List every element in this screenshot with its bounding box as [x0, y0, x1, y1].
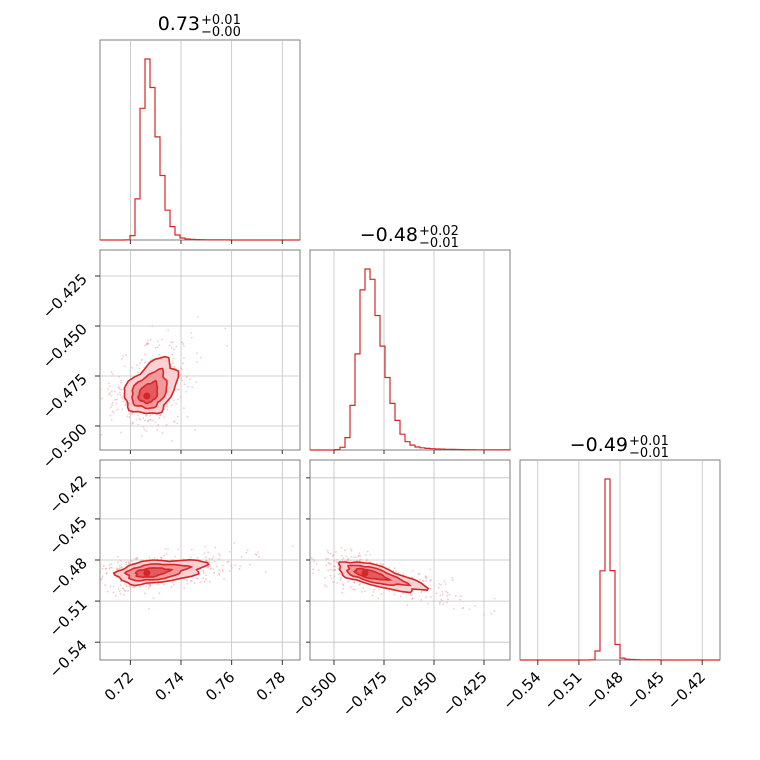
- x-tick-label: 0.76: [202, 668, 238, 704]
- x-tick-label: −0.48: [582, 668, 627, 713]
- panel-frame-r1c1: [309, 249, 511, 451]
- x-tick-label: −0.42: [664, 668, 709, 713]
- y-tick-label: −0.500: [39, 420, 91, 472]
- title-param-1-plus: +0.01: [201, 13, 241, 28]
- title-param-2: −0.48: [360, 224, 418, 246]
- histogram-p1: [100, 58, 300, 241]
- contour-peak: [143, 392, 151, 400]
- title-param-2-plus: +0.02: [419, 224, 459, 239]
- joint-p2-p3: [310, 547, 496, 616]
- title-param-1-minus: −0.00: [201, 25, 241, 40]
- joint-p1-p3: [100, 542, 294, 610]
- y-tick-label: −0.51: [46, 595, 91, 640]
- y-tick-label: −0.450: [39, 320, 91, 372]
- y-tick-label: −0.48: [46, 554, 91, 599]
- x-tick-label: −0.475: [339, 668, 391, 720]
- histogram-p2: [310, 268, 511, 451]
- x-tick-label: −0.45: [623, 668, 668, 713]
- x-tick-label: 0.72: [101, 668, 137, 704]
- contour-peak: [361, 569, 369, 577]
- x-tick-label: 0.74: [151, 668, 187, 704]
- panel-frame-r1c0: [99, 249, 301, 451]
- contour-peak: [143, 569, 151, 577]
- title-param-3-plus: +0.01: [629, 434, 669, 449]
- title-param-3: −0.49: [570, 434, 628, 456]
- y-tick-label: −0.54: [46, 636, 91, 681]
- x-tick-label: −0.425: [439, 668, 491, 720]
- panel-frame-r0c0: [99, 39, 301, 241]
- y-tick-label: −0.45: [46, 513, 91, 558]
- title-param-2-minus: −0.01: [419, 236, 459, 251]
- histogram-p3: [520, 478, 720, 661]
- y-tick-label: −0.42: [46, 472, 91, 517]
- title-param-1: 0.73: [158, 13, 200, 35]
- x-tick-label: −0.54: [499, 668, 544, 713]
- x-tick-label: −0.450: [389, 668, 441, 720]
- joint-p1-p2: [100, 315, 228, 442]
- x-tick-label: −0.51: [540, 668, 585, 713]
- x-tick-label: 0.78: [253, 668, 289, 704]
- y-tick-label: −0.425: [39, 270, 91, 322]
- contour-level: [137, 379, 159, 405]
- title-param-3-minus: −0.01: [629, 446, 669, 461]
- y-tick-label: −0.475: [39, 370, 91, 422]
- x-tick-label: −0.500: [289, 668, 341, 720]
